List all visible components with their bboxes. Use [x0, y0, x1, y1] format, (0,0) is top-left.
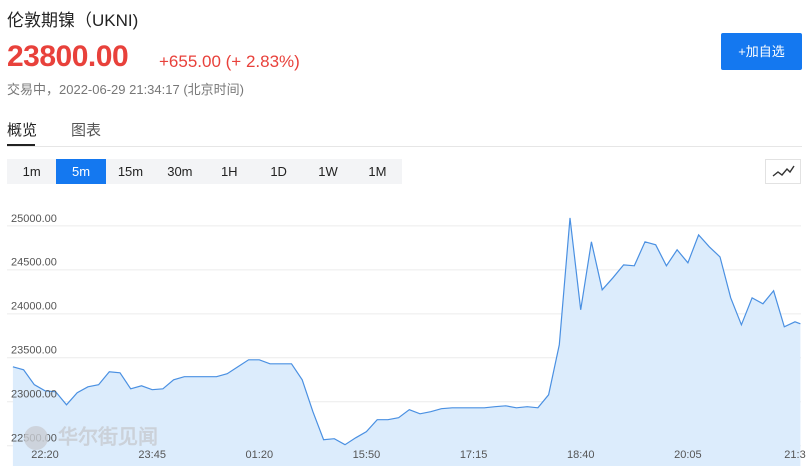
y-tick-label: 23000.00 — [11, 389, 57, 401]
area — [12, 217, 801, 466]
interval-button[interactable]: 1W — [318, 164, 338, 179]
x-tick-label: 17:15 — [460, 449, 488, 461]
x-tick-label: 15:50 — [353, 449, 381, 461]
add-watchlist-button[interactable]: +加自选 — [721, 33, 802, 70]
x-tick-label: 22:20 — [31, 449, 59, 461]
status: 交易中，2022-06-29 21:34:17 (北京时间) — [7, 82, 244, 97]
chart: 22500.0023000.0023500.0024000.0024500.00… — [7, 196, 806, 466]
interval-button[interactable]: 1D — [270, 164, 287, 179]
title: 伦敦期镍（UKNI) — [7, 11, 139, 30]
tab[interactable]: 概览 — [7, 122, 38, 139]
x-tick-label: 21:3 — [784, 449, 805, 461]
price: 23800.00 — [7, 40, 129, 73]
tab-underline — [7, 144, 35, 146]
watermark: 华尔街见闻 — [58, 424, 158, 448]
price-change: +655.00 (+ 2.83%) — [159, 52, 300, 71]
chart-type-button[interactable] — [765, 159, 801, 184]
x-tick-label: 18:40 — [567, 449, 595, 461]
tab[interactable]: 图表 — [71, 122, 102, 139]
interval-button[interactable]: 1M — [368, 164, 387, 179]
x-tick-label: 01:20 — [246, 449, 274, 461]
y-tick-label: 25000.00 — [11, 213, 57, 225]
watermark-logo — [24, 426, 48, 450]
y-tick-label: 23500.00 — [11, 345, 57, 357]
interval-button[interactable]: 1H — [220, 164, 238, 179]
y-tick-label: 24000.00 — [11, 301, 57, 313]
interval-button[interactable]: 30m — [167, 164, 193, 179]
x-tick-label: 23:45 — [138, 449, 166, 461]
y-tick-label: 24500.00 — [11, 257, 57, 269]
interval-button[interactable]: 5m — [56, 159, 106, 184]
interval-bar: 1m 5m 15m 30m 1H 1D 1W 1M — [7, 159, 403, 184]
interval-button[interactable]: 15m — [117, 164, 144, 179]
interval-button[interactable]: 1m — [22, 164, 41, 179]
divider — [7, 146, 802, 147]
x-tick-label: 20:05 — [674, 449, 702, 461]
icon — [772, 165, 795, 177]
line — [12, 217, 801, 446]
